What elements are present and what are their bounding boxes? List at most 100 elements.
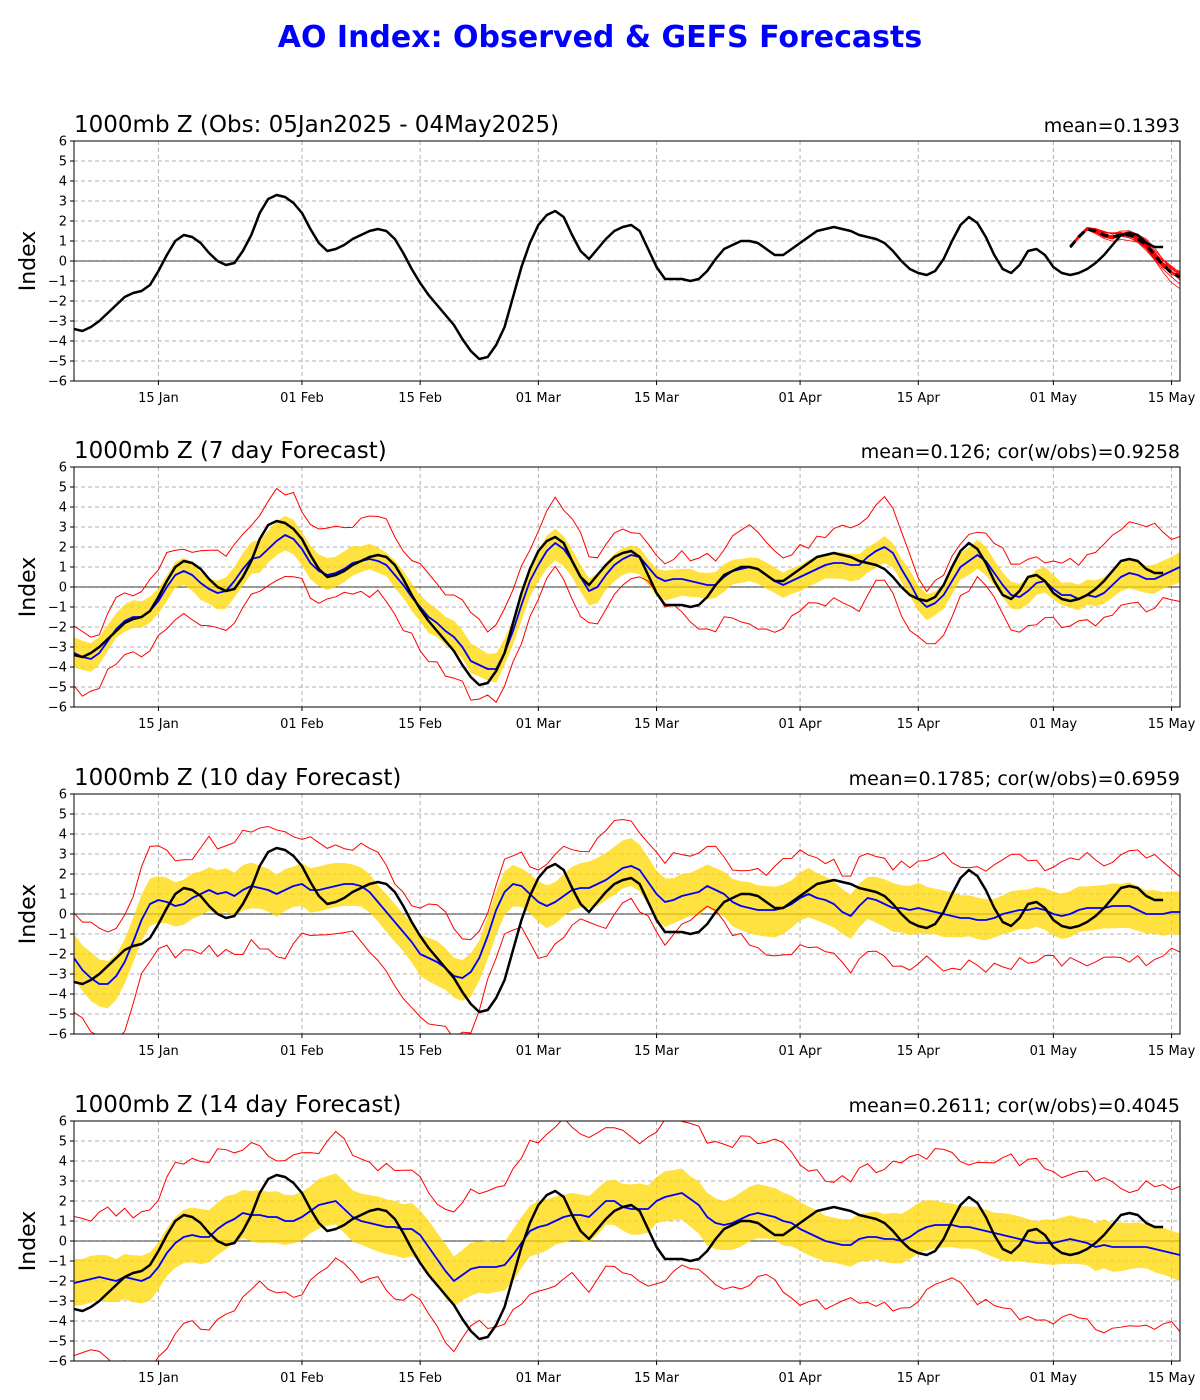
x-tick-label: 01 May xyxy=(1030,717,1078,732)
x-tick-label: 15 Mar xyxy=(634,1371,680,1386)
y-tick-label: 1 xyxy=(59,1215,67,1230)
panel-title: 1000mb Z (10 day Forecast) xyxy=(74,765,401,791)
x-tick-label: 15 Mar xyxy=(634,1044,680,1059)
y-tick-label: −4 xyxy=(48,661,67,676)
y-tick-label: 5 xyxy=(59,481,67,496)
y-tick-label: 4 xyxy=(59,1155,67,1170)
panel-title: 1000mb Z (7 day Forecast) xyxy=(74,438,387,464)
ensemble-max-line xyxy=(74,818,1180,941)
x-tick-label: 01 Feb xyxy=(280,1371,324,1386)
y-tick-label: 0 xyxy=(59,908,67,923)
y-tick-label: −5 xyxy=(48,355,67,370)
y-tick-label: 4 xyxy=(59,501,67,516)
y-tick-label: −2 xyxy=(48,621,67,636)
panel-2: −6 −5 −4 −3 −2 −1 0 1 2 3 4 5 6 15 Jan 01 Feb 15 Feb 01 … xyxy=(16,438,1196,732)
x-tick-label: 15 Apr xyxy=(897,1044,941,1059)
x-tick-label: 01 Mar xyxy=(516,1044,562,1059)
x-tick-label: 15 Feb xyxy=(398,717,442,732)
x-tick-label: 01 Apr xyxy=(778,1371,822,1386)
y-tick-label: 0 xyxy=(59,1235,67,1250)
y-tick-label: 0 xyxy=(59,255,67,270)
y-tick-label: −6 xyxy=(48,375,67,390)
panel-stats: mean=0.1393 xyxy=(1044,115,1180,137)
x-tick-label: 01 Mar xyxy=(516,717,562,732)
panel-stats: mean=0.2611; cor(w/obs)=0.4045 xyxy=(849,1095,1180,1117)
x-tick-label: 15 May xyxy=(1148,1371,1196,1386)
y-axis-label: Index xyxy=(16,1211,41,1272)
y-tick-label: 6 xyxy=(59,1115,67,1130)
panel-title: 1000mb Z (Obs: 05Jan2025 - 04May2025) xyxy=(74,112,559,138)
x-tick-label: 15 Jan xyxy=(138,717,179,732)
x-tick-label: 15 Apr xyxy=(897,1371,941,1386)
x-tick-label: 15 Jan xyxy=(138,1044,179,1059)
panel-stats: mean=0.1785; cor(w/obs)=0.6959 xyxy=(849,768,1180,790)
forecast-mean-line xyxy=(74,1192,1180,1284)
x-tick-label: 01 Mar xyxy=(516,1371,562,1386)
ensemble-max-line xyxy=(74,487,1180,638)
y-tick-label: −3 xyxy=(48,1295,67,1310)
ensemble-max-line xyxy=(74,1121,1180,1222)
x-tick-label: 01 Feb xyxy=(280,391,324,406)
y-tick-label: 3 xyxy=(59,1175,67,1190)
y-tick-label: 2 xyxy=(59,868,67,883)
ensemble-member-line xyxy=(1069,228,1180,290)
y-tick-label: 6 xyxy=(59,135,67,150)
x-tick-label: 15 Feb xyxy=(398,1371,442,1386)
observed-line xyxy=(74,846,1164,1014)
x-tick-label: 01 Apr xyxy=(778,1044,822,1059)
y-tick-label: 4 xyxy=(59,175,67,190)
y-axis-label: Index xyxy=(16,557,41,618)
y-tick-label: 5 xyxy=(59,155,67,170)
y-tick-label: 2 xyxy=(59,541,67,556)
spread-band xyxy=(74,1168,1180,1307)
y-tick-label: −5 xyxy=(48,1008,67,1023)
ensemble-min-line xyxy=(74,897,1180,1034)
y-tick-label: −5 xyxy=(48,1335,67,1350)
x-tick-label: 01 Feb xyxy=(280,717,324,732)
y-tick-label: 3 xyxy=(59,848,67,863)
x-tick-label: 01 Apr xyxy=(778,391,822,406)
y-tick-label: −4 xyxy=(48,1315,67,1330)
x-tick-label: 01 May xyxy=(1030,1371,1078,1386)
y-tick-label: 5 xyxy=(59,808,67,823)
y-tick-label: −3 xyxy=(48,641,67,656)
spread-band xyxy=(74,515,1180,683)
x-tick-label: 15 Jan xyxy=(138,391,179,406)
x-tick-label: 15 May xyxy=(1148,391,1196,406)
x-tick-label: 15 Apr xyxy=(897,391,941,406)
x-tick-label: 01 Mar xyxy=(516,391,562,406)
x-tick-label: 15 Jan xyxy=(138,1371,179,1386)
ensemble-min-line xyxy=(74,565,1180,704)
y-tick-label: −5 xyxy=(48,681,67,696)
y-tick-label: 3 xyxy=(59,521,67,536)
y-tick-label: 2 xyxy=(59,1195,67,1210)
x-tick-label: 01 May xyxy=(1030,391,1078,406)
ensemble-min-line xyxy=(74,1257,1180,1361)
figure-title: AO Index: Observed & GEFS Forecasts xyxy=(277,20,923,55)
panel-1: −6 −5 −4 −3 −2 −1 0 1 2 3 4 5 6 15 Jan 01 Feb 15 Feb 01 … xyxy=(16,112,1196,406)
x-tick-label: 01 Apr xyxy=(778,717,822,732)
plot-area xyxy=(74,1121,1180,1361)
y-tick-label: 6 xyxy=(59,788,67,803)
y-tick-label: −2 xyxy=(48,295,67,310)
x-tick-label: 15 Feb xyxy=(398,1044,442,1059)
y-tick-label: −1 xyxy=(48,1255,67,1270)
forecast-mean-dashed-line xyxy=(1069,227,1180,279)
x-tick-label: 15 Apr xyxy=(897,717,941,732)
x-tick-label: 15 Feb xyxy=(398,391,442,406)
y-tick-label: −2 xyxy=(48,948,67,963)
y-tick-label: 5 xyxy=(59,1135,67,1150)
y-tick-label: −1 xyxy=(48,275,67,290)
y-tick-label: −6 xyxy=(48,1355,67,1370)
x-tick-label: 15 May xyxy=(1148,1044,1196,1059)
plot-area xyxy=(74,794,1180,1034)
panel-4: −6 −5 −4 −3 −2 −1 0 1 2 3 4 5 6 15 Jan 01 Feb 15 Feb 01 … xyxy=(16,1092,1196,1386)
panel-title: 1000mb Z (14 day Forecast) xyxy=(74,1092,401,1118)
x-tick-label: 15 Mar xyxy=(634,717,680,732)
y-tick-label: 1 xyxy=(59,561,67,576)
panel-stats: mean=0.126; cor(w/obs)=0.9258 xyxy=(861,441,1180,463)
y-tick-label: 3 xyxy=(59,195,67,210)
x-tick-label: 01 Feb xyxy=(280,1044,324,1059)
y-tick-label: −4 xyxy=(48,335,67,350)
